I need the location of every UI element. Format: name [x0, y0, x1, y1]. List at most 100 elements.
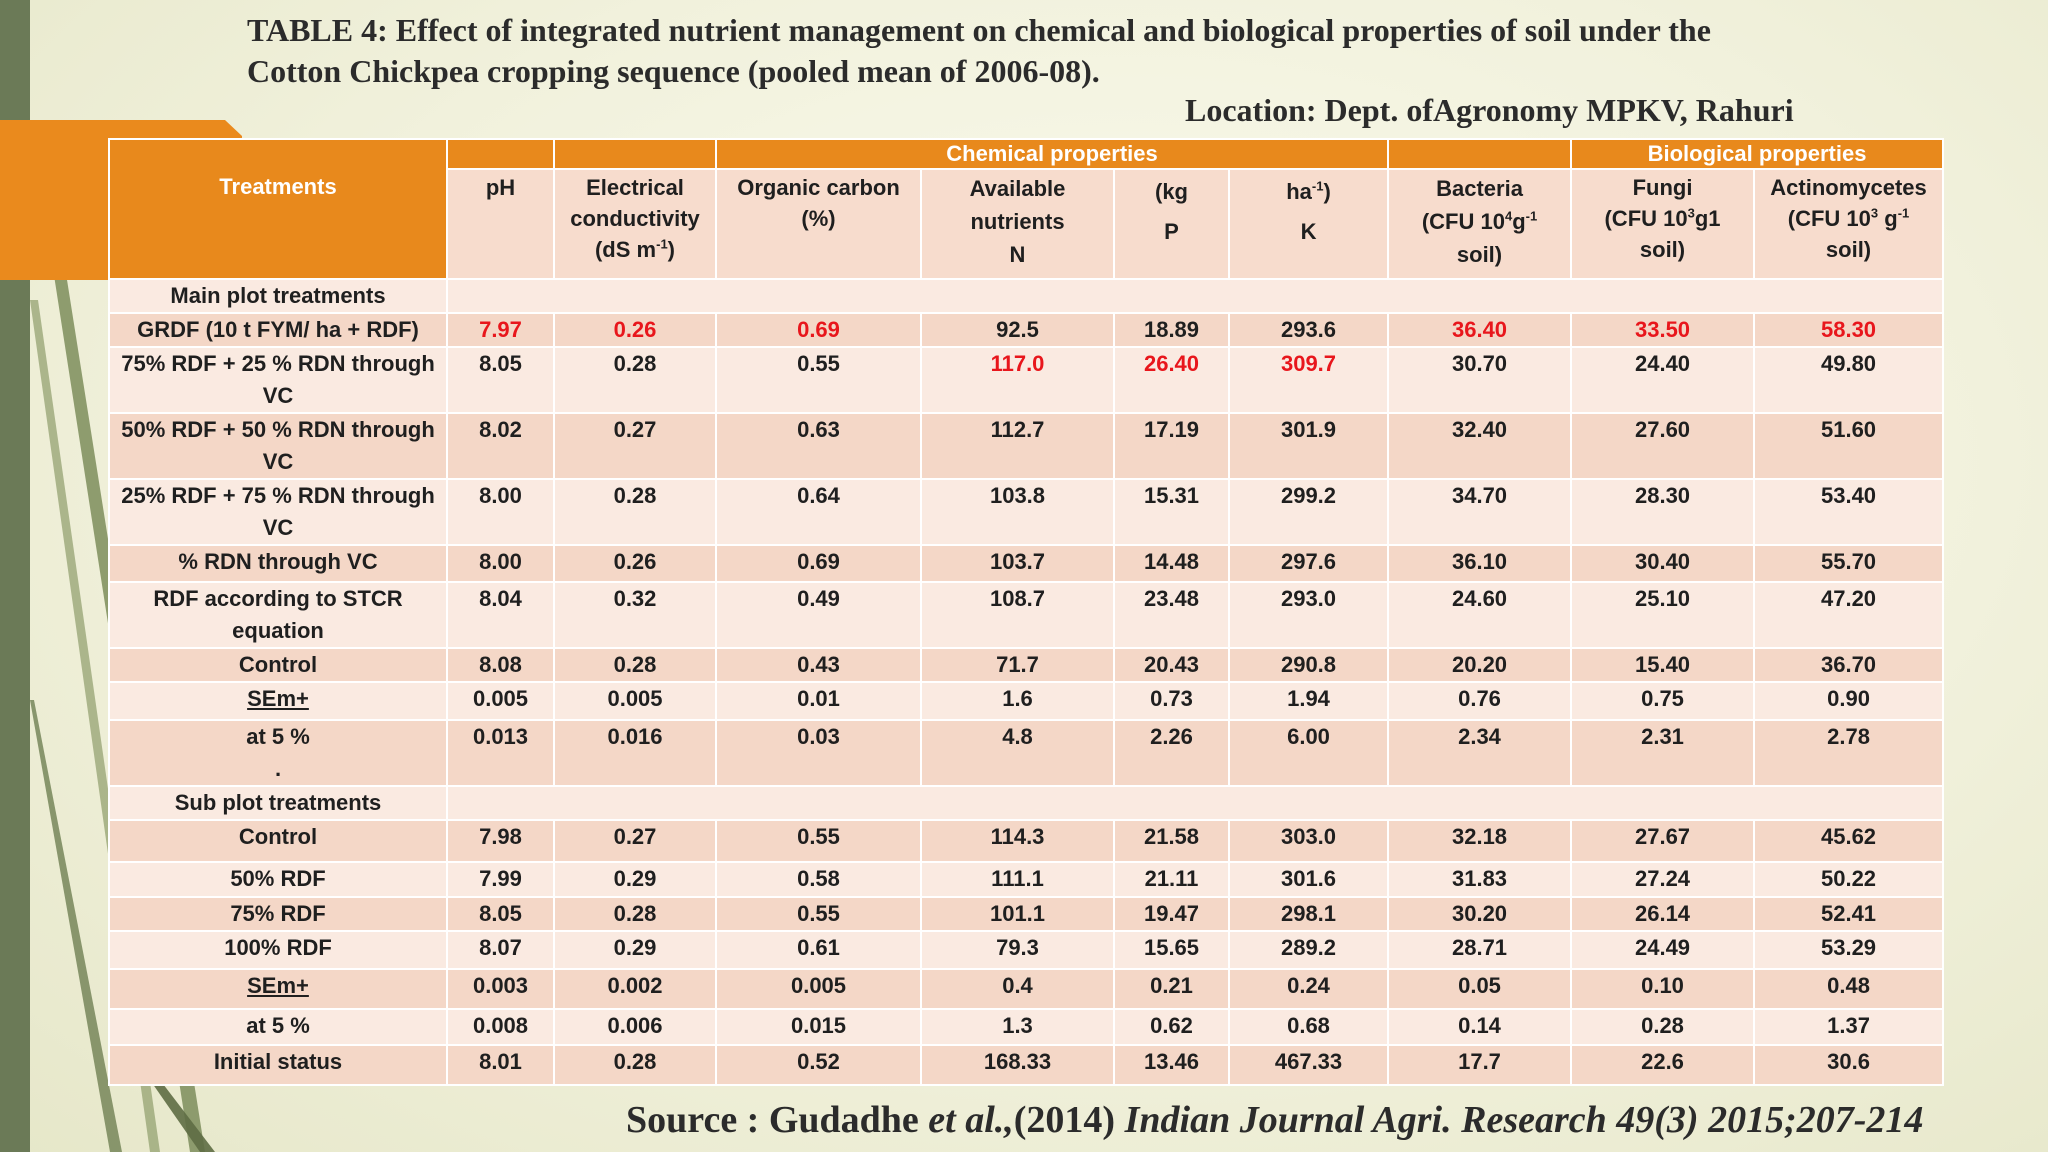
value-cell: 18.89: [1113, 312, 1230, 348]
title-line-2: Cotton Chickpea cropping sequence (poole…: [247, 53, 1100, 89]
header-potassium: ha-1) K: [1227, 168, 1390, 280]
section-label: Sub plot treatments: [108, 785, 448, 821]
value-cell: 289.2: [1227, 930, 1390, 970]
value-cell: 0.27: [553, 819, 717, 863]
value-cell: 0.14: [1387, 1008, 1573, 1046]
value-cell: 8.02: [446, 412, 555, 480]
value-cell: 0.29: [553, 930, 717, 970]
value-cell: 0.49: [715, 581, 922, 649]
value-cell: 0.10: [1570, 968, 1756, 1010]
value-cell: 31.83: [1387, 861, 1573, 898]
value-cell: 50.22: [1753, 861, 1945, 898]
value-cell: 0.68: [1227, 1008, 1390, 1046]
value-cell: 13.46: [1113, 1044, 1230, 1086]
value-cell: 26.40: [1113, 346, 1230, 414]
value-cell: 47.20: [1753, 581, 1945, 649]
value-cell: 25.10: [1570, 581, 1756, 649]
treatment-cell: SEm+: [108, 968, 448, 1010]
table-row: 50% RDF + 50 % RDN through VC 8.02 0.27 0.6…: [108, 412, 1945, 480]
treatment-cell: % RDN through VC: [108, 544, 448, 583]
value-cell: 0.03: [715, 719, 922, 787]
value-cell: 0.01: [715, 681, 922, 721]
value-cell: 53.40: [1753, 478, 1945, 546]
value-cell: 8.01: [446, 1044, 555, 1086]
value-cell: 309.7: [1227, 346, 1390, 414]
value-cell: 0.005: [715, 968, 922, 1010]
value-cell: 15.40: [1570, 647, 1756, 683]
value-cell: 1.37: [1753, 1008, 1945, 1046]
value-cell: 1.3: [920, 1008, 1115, 1046]
value-cell: 0.003: [446, 968, 555, 1010]
section-label-blank: [445, 785, 1945, 821]
value-cell: 53.29: [1753, 930, 1945, 970]
value-cell: 92.5: [920, 312, 1115, 348]
value-cell: 26.14: [1570, 896, 1756, 932]
value-cell: 23.48: [1113, 581, 1230, 649]
treatment-cell: 75% RDF: [108, 896, 448, 932]
treatment-cell: SEm+: [108, 681, 448, 721]
value-cell: 8.05: [446, 896, 555, 932]
value-cell: 0.43: [715, 647, 922, 683]
table-row: % RDN through VC 8.00 0.26 0.69 103.7 14.48 29…: [108, 544, 1945, 583]
value-cell: 45.62: [1753, 819, 1945, 863]
value-cell: 15.31: [1113, 478, 1230, 546]
value-cell: 30.6: [1753, 1044, 1945, 1086]
value-cell: 103.8: [920, 478, 1115, 546]
treatment-cell: Initial status: [108, 1044, 448, 1086]
header-chemical: Chemical properties: [714, 138, 1390, 170]
value-cell: 0.69: [715, 312, 922, 348]
treatment-cell: 100% RDF: [108, 930, 448, 970]
value-cell: 0.55: [715, 819, 922, 863]
value-cell: 114.3: [920, 819, 1115, 863]
value-cell: 299.2: [1227, 478, 1390, 546]
value-cell: 17.7: [1387, 1044, 1573, 1086]
table-row: Initial status 8.01 0.28 0.52 168.33 13.46 467…: [108, 1044, 1945, 1086]
value-cell: 293.6: [1227, 312, 1390, 348]
header-blank-bacteria: [1387, 138, 1573, 170]
treatment-cell: 50% RDF + 50 % RDN through VC: [108, 412, 448, 480]
header-actinomycetes: Actinomycetes (CFU 103 g-1 soil): [1753, 168, 1945, 280]
value-cell: 0.013: [446, 719, 555, 787]
value-cell: 0.26: [553, 544, 717, 583]
value-cell: 1.6: [920, 681, 1115, 721]
value-cell: 0.28: [553, 1044, 717, 1086]
header-phosphorus: (kg P: [1113, 168, 1230, 280]
soil-properties-table: Treatments Chemical properties Biologica…: [108, 138, 1945, 1086]
value-cell: 32.40: [1387, 412, 1573, 480]
value-cell: 467.33: [1227, 1044, 1390, 1086]
value-cell: 0.26: [553, 312, 717, 348]
table-row: SEm+ 0.003 0.002 0.005 0.4 0.21 0.24 0.05 0.10 0.…: [108, 968, 1945, 1010]
table-row: RDF according to STCR equation 8.04 0.32 0.…: [108, 581, 1945, 649]
value-cell: 15.65: [1113, 930, 1230, 970]
value-cell: 52.41: [1753, 896, 1945, 932]
value-cell: 0.28: [1570, 1008, 1756, 1046]
value-cell: 0.05: [1387, 968, 1573, 1010]
value-cell: 19.47: [1113, 896, 1230, 932]
value-cell: 8.07: [446, 930, 555, 970]
value-cell: 0.55: [715, 346, 922, 414]
value-cell: 49.80: [1753, 346, 1945, 414]
table-row: 50% RDF 7.99 0.29 0.58 111.1 21.11 301.6 31.83 2…: [108, 861, 1945, 898]
value-cell: 0.24: [1227, 968, 1390, 1010]
table-row: Control 7.98 0.27 0.55 114.3 21.58 303.0 32.18 2…: [108, 819, 1945, 863]
value-cell: 0.69: [715, 544, 922, 583]
value-cell: 55.70: [1753, 544, 1945, 583]
treatment-cell: Control: [108, 819, 448, 863]
value-cell: 2.26: [1113, 719, 1230, 787]
header-ph: pH: [446, 168, 555, 280]
table-row: GRDF (10 t FYM/ ha + RDF) 7.97 0.26 0.69 92.…: [108, 312, 1945, 348]
value-cell: 2.34: [1387, 719, 1573, 787]
value-cell: 0.006: [553, 1008, 717, 1046]
sub-plot-label-row: Sub plot treatments: [108, 785, 1945, 821]
header-organic-carbon: Organic carbon (%): [715, 168, 922, 280]
value-cell: 27.60: [1570, 412, 1756, 480]
treatment-cell: 25% RDF + 75 % RDN through VC: [108, 478, 448, 546]
value-cell: 0.28: [553, 346, 717, 414]
header-nitrogen: Available nutrients N: [920, 168, 1115, 280]
value-cell: 17.19: [1113, 412, 1230, 480]
value-cell: 0.28: [553, 478, 717, 546]
value-cell: 0.4: [920, 968, 1115, 1010]
value-cell: 0.62: [1113, 1008, 1230, 1046]
value-cell: 7.97: [446, 312, 555, 348]
value-cell: 28.30: [1570, 478, 1756, 546]
